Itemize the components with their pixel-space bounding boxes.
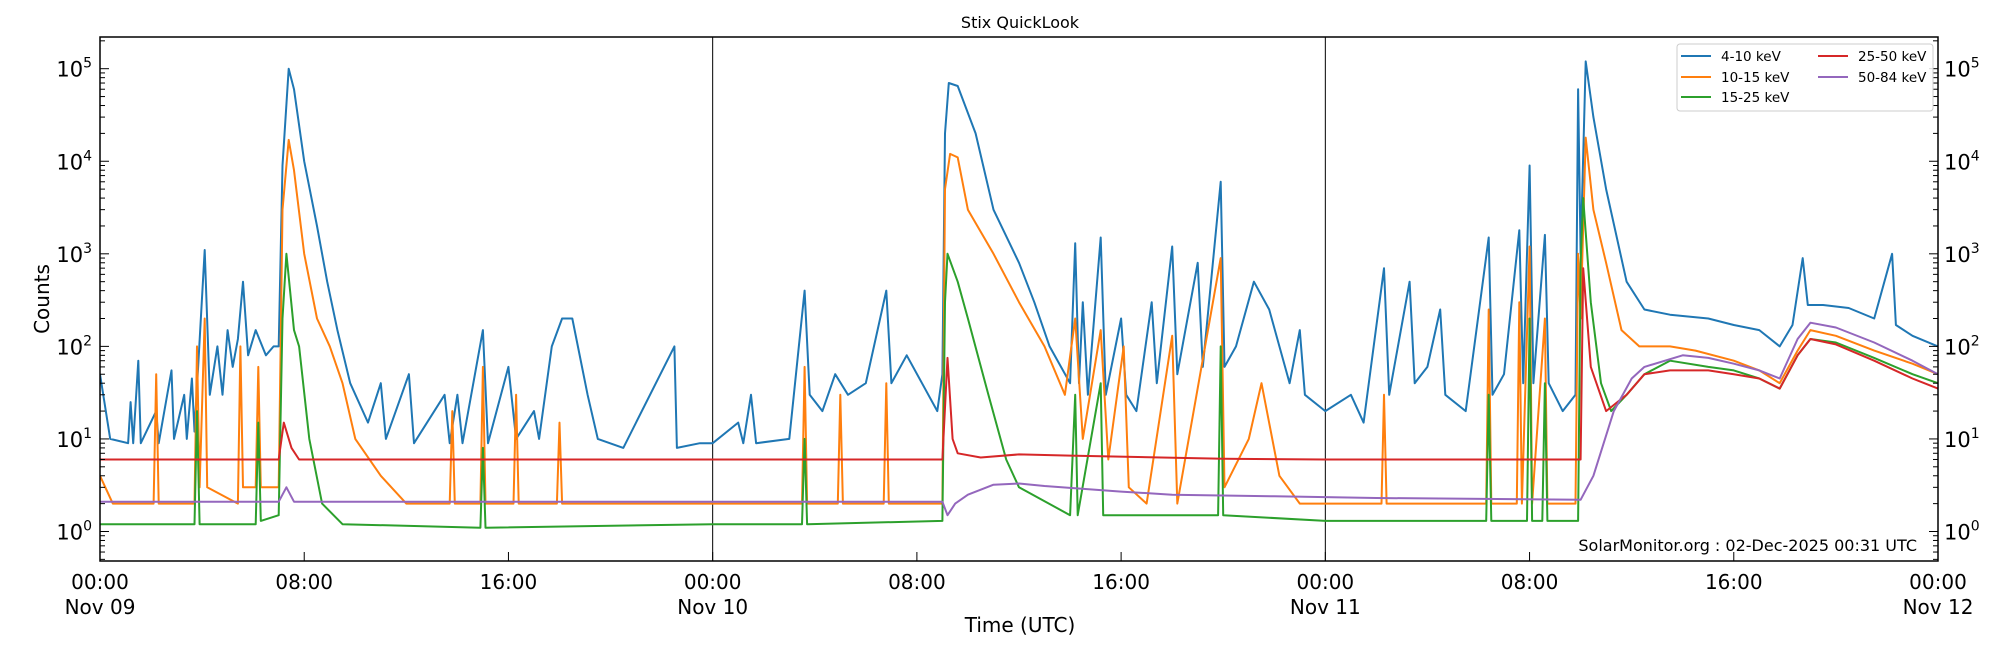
legend-label: 50-84 keV xyxy=(1858,70,1927,86)
x-tick-label-time: 08:00 xyxy=(888,570,946,594)
x-tick-label-time: 00:00 xyxy=(684,570,742,594)
legend-label: 15-25 keV xyxy=(1721,90,1790,106)
legend-label: 4-10 keV xyxy=(1721,49,1782,65)
x-axis-label: Time (UTC) xyxy=(964,613,1076,637)
x-tick-label-time: 00:00 xyxy=(1297,570,1355,594)
y-tick-label-right: 105 xyxy=(1944,56,1980,82)
y-tick-label-left: 103 xyxy=(56,241,92,267)
watermark-annotation: SolarMonitor.org : 02-Dec-2025 00:31 UTC xyxy=(1578,536,1917,555)
x-tick-label-date: Nov 12 xyxy=(1903,595,1974,619)
y-tick-label-right: 104 xyxy=(1944,148,1980,174)
legend: 4-10 keV 10-15 keV 15-25 keV 25-50 keV 50-84… xyxy=(1676,43,1934,112)
x-tick-label-date: Nov 09 xyxy=(65,595,136,619)
series-line-10-15-kev xyxy=(100,136,1938,505)
series-line-15-25-kev xyxy=(100,197,1938,529)
y-tick-label-left: 105 xyxy=(56,56,92,82)
legend-label: 25-50 keV xyxy=(1858,49,1927,65)
series-line-50-84-kev xyxy=(100,321,1938,517)
legend-label: 10-15 keV xyxy=(1721,70,1790,86)
y-tick-label-left: 102 xyxy=(56,333,92,359)
x-tick-label-time: 08:00 xyxy=(275,570,333,594)
chart-title: Stix QuickLook xyxy=(961,13,1080,32)
series-line-25-50-kev xyxy=(100,267,1938,461)
x-tick-label-time: 08:00 xyxy=(1501,570,1559,594)
x-tick-label-date: Nov 10 xyxy=(677,595,748,619)
plot-area xyxy=(100,60,1938,529)
x-tick-label-time: 00:00 xyxy=(71,570,129,594)
y-tick-label-right: 103 xyxy=(1944,241,1980,267)
y-tick-label-left: 104 xyxy=(56,148,92,174)
plot-frame xyxy=(99,36,1939,562)
y-tick-label-right: 100 xyxy=(1944,518,1980,544)
series-line-4-10-kev xyxy=(100,60,1938,449)
y-tick-label-right: 102 xyxy=(1944,333,1980,359)
y-tick-label-left: 100 xyxy=(56,518,92,544)
x-tick-label-date: Nov 11 xyxy=(1290,595,1361,619)
y-axis-label: Counts xyxy=(30,264,54,334)
y-tick-label-left: 101 xyxy=(56,426,92,452)
legend-box xyxy=(1676,43,1934,112)
x-tick-label-time: 16:00 xyxy=(1705,570,1763,594)
y-tick-label-right: 101 xyxy=(1944,426,1980,452)
x-tick-label-time: 16:00 xyxy=(1092,570,1150,594)
x-tick-label-time: 00:00 xyxy=(1909,570,1967,594)
x-tick-label-time: 16:00 xyxy=(480,570,538,594)
